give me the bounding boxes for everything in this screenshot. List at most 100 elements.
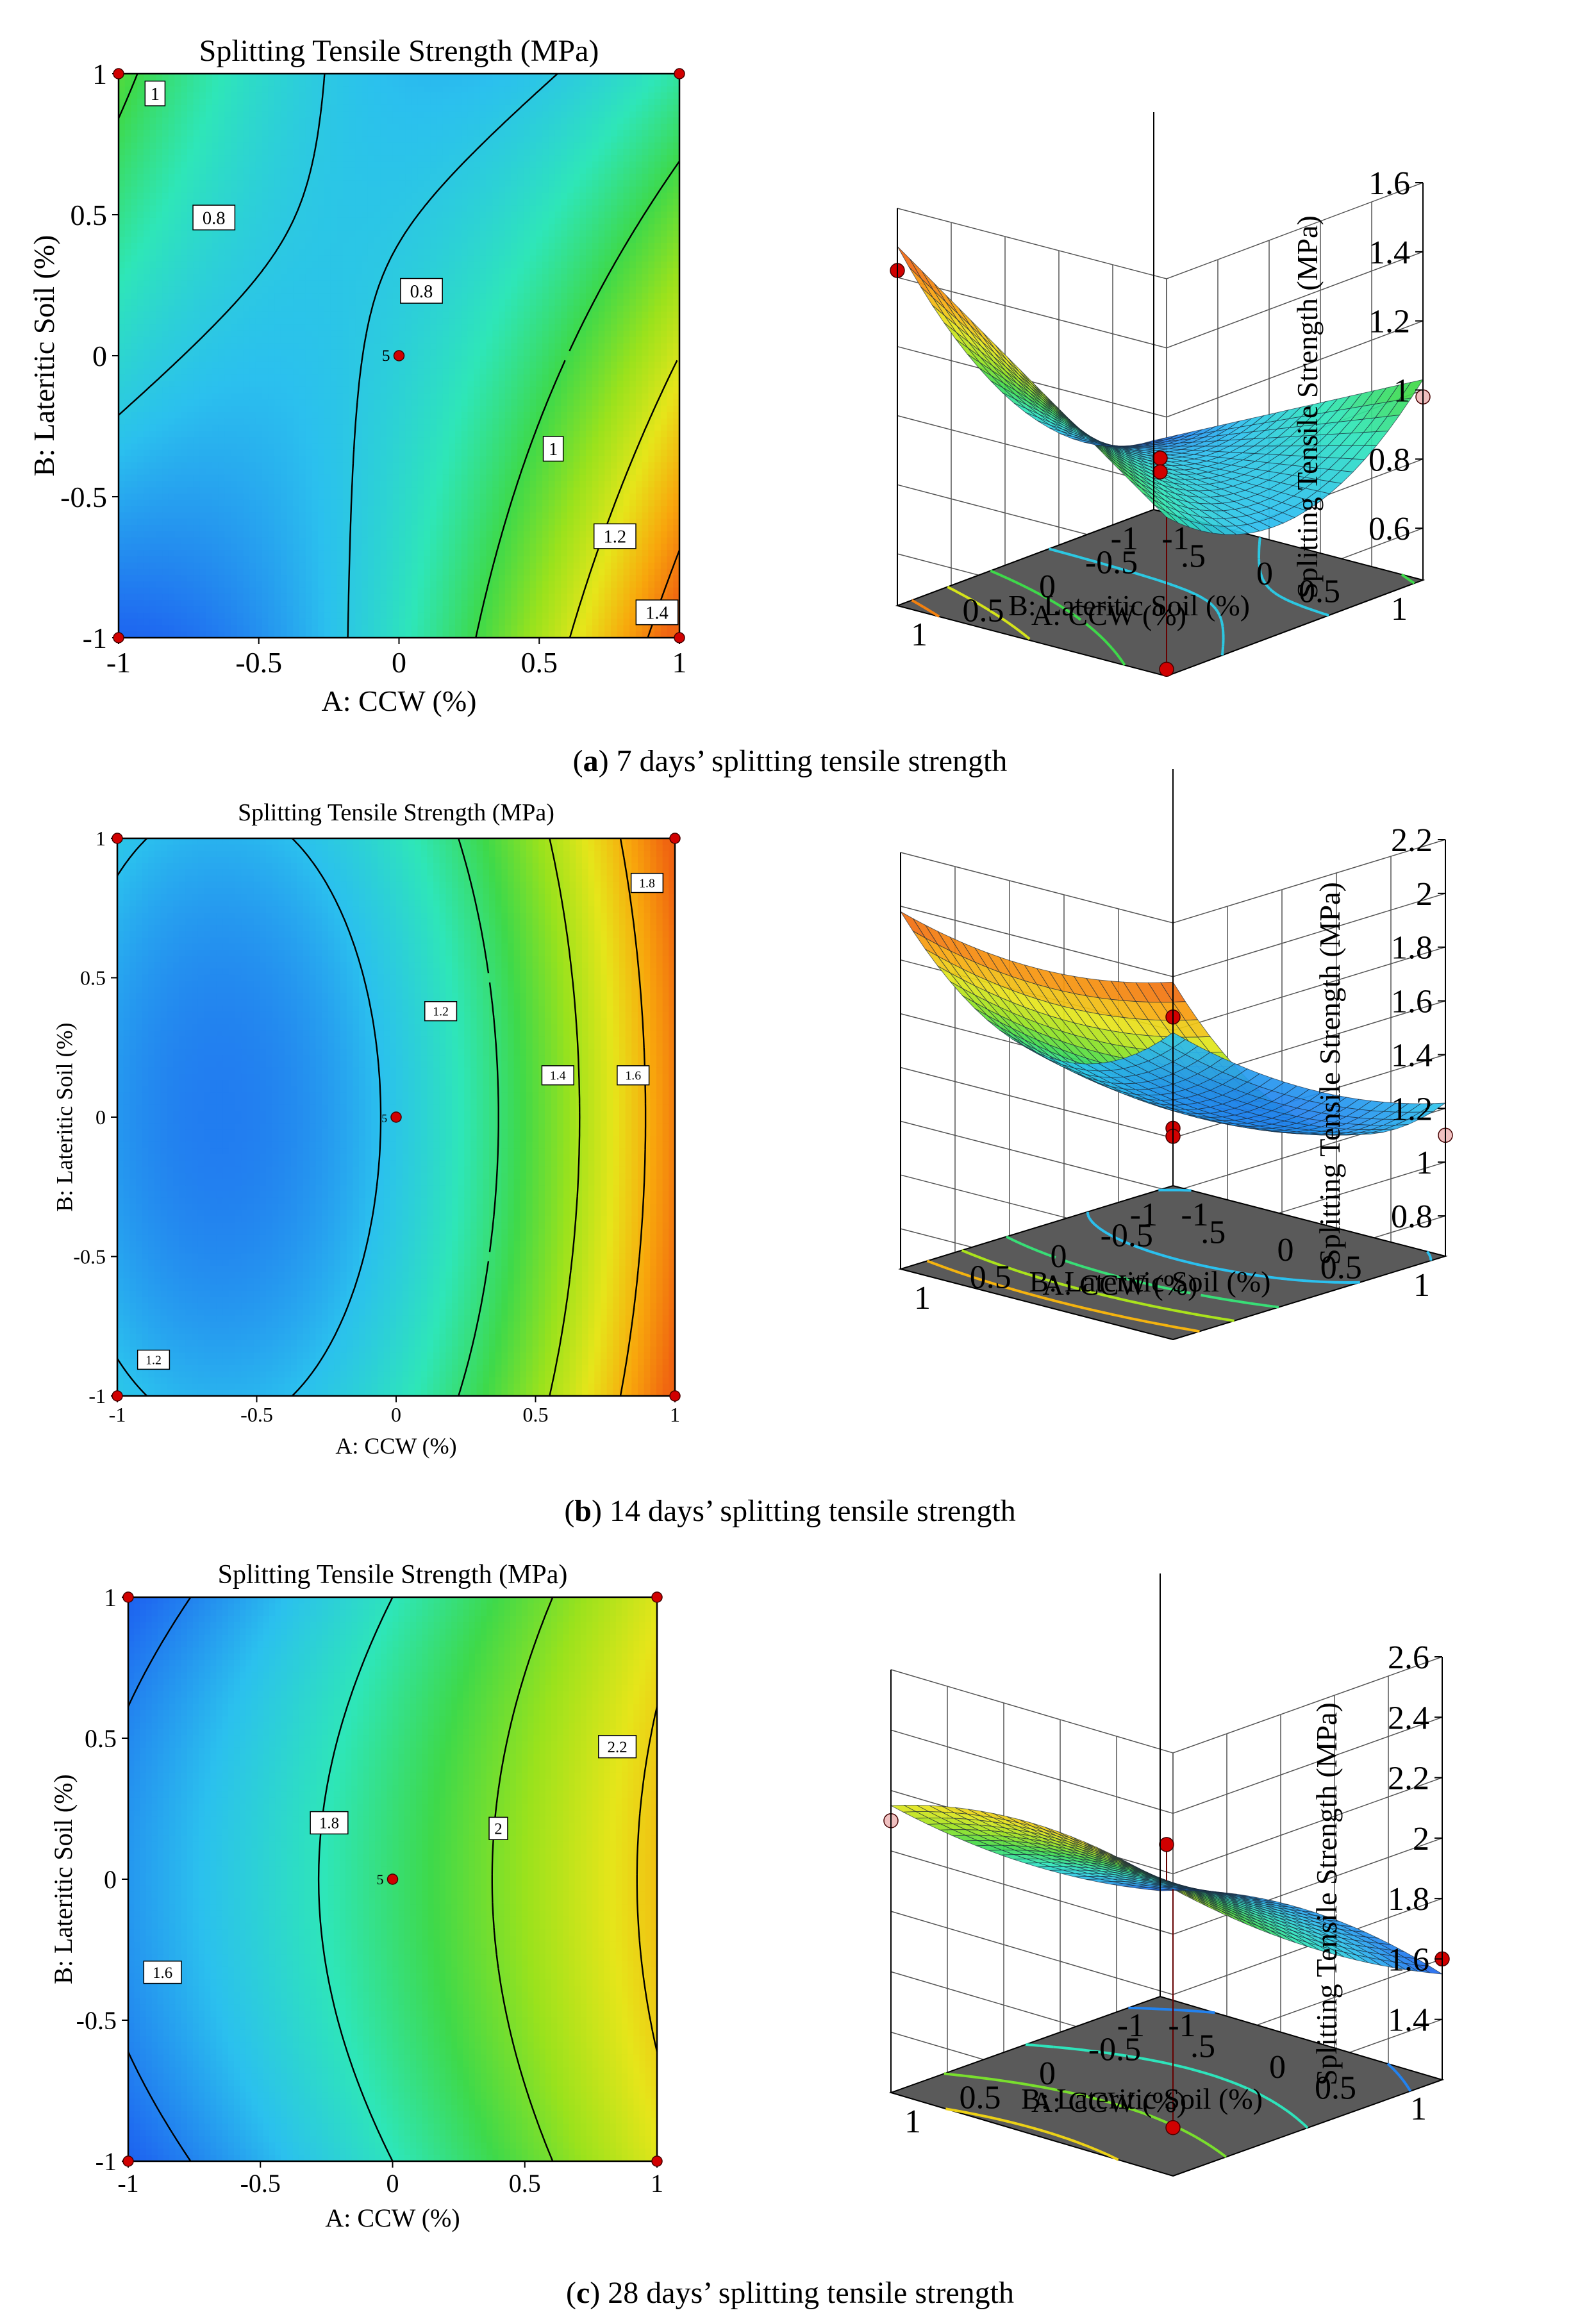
heatmap-cell [181, 381, 188, 388]
heatmap-cell [293, 161, 300, 169]
heatmap-cell [206, 499, 213, 507]
heatmap-cell [411, 418, 419, 426]
heatmap-cell [312, 130, 319, 137]
heatmap-cell [318, 199, 325, 206]
heatmap-cell [436, 581, 444, 588]
heatmap-cell [411, 393, 419, 401]
heatmap-cell [305, 556, 312, 563]
heatmap-cell [455, 581, 462, 588]
heatmap-cell [212, 368, 219, 375]
heatmap-cell [274, 512, 281, 519]
heatmap-cell [424, 449, 431, 457]
heatmap-cell [449, 361, 456, 369]
heatmap-cell [168, 299, 176, 306]
heatmap-cell [174, 92, 181, 99]
heatmap-cell [218, 499, 225, 507]
heatmap-cell [287, 462, 294, 469]
heatmap-cell [355, 581, 362, 588]
heatmap-cell [149, 550, 156, 557]
heatmap-cell [405, 149, 412, 156]
heatmap-cell [305, 237, 312, 244]
heatmap-cell [424, 187, 431, 194]
heatmap-cell [312, 205, 319, 212]
heatmap-cell [262, 224, 269, 231]
heatmap-cell [143, 336, 151, 344]
heatmap-cell [280, 205, 288, 212]
heatmap-cell [387, 192, 394, 200]
heatmap-cell [399, 631, 406, 638]
heatmap-cell [442, 99, 449, 106]
heatmap-cell [305, 531, 312, 538]
heatmap-cell [274, 424, 281, 431]
heatmap-cell [193, 268, 200, 275]
heatmap-cell [337, 167, 344, 175]
heatmap-cell [124, 481, 132, 488]
heatmap-cell [293, 406, 300, 413]
heatmap-cell [212, 412, 219, 419]
heatmap-cell [124, 318, 132, 325]
heatmap-cell [255, 487, 263, 494]
heatmap-cell [237, 155, 244, 162]
heatmap-cell [274, 261, 281, 269]
heatmap-cell [212, 255, 219, 262]
heatmap-cell [268, 556, 275, 563]
heatmap-cell [424, 593, 431, 601]
heatmap-cell [380, 612, 387, 620]
heatmap-cell [212, 74, 219, 81]
heatmap-cell [312, 212, 319, 219]
heatmap-cell [237, 343, 244, 350]
heatmap-cell [174, 481, 181, 488]
heatmap-cell [343, 180, 350, 187]
heatmap-cell [124, 192, 132, 200]
heatmap-cell [312, 243, 319, 250]
heatmap-cell [305, 386, 312, 394]
heatmap-cell [349, 293, 356, 300]
heatmap-cell [337, 431, 344, 438]
heatmap-cell [424, 462, 431, 469]
heatmap-cell [193, 299, 200, 306]
heatmap-cell [392, 562, 400, 570]
heatmap-cell [268, 506, 275, 513]
heatmap-cell [243, 618, 250, 626]
heatmap-cell [312, 499, 319, 507]
heatmap-cell [243, 255, 250, 262]
heatmap-cell [206, 368, 213, 375]
heatmap-cell [312, 104, 319, 112]
heatmap-cell [206, 74, 213, 81]
heatmap-cell [349, 104, 356, 112]
heatmap-cell [293, 506, 300, 513]
heatmap-cell [318, 130, 325, 137]
heatmap-cell [199, 481, 206, 488]
heatmap-cell [367, 469, 375, 476]
heatmap-cell [417, 361, 424, 369]
heatmap-cell [181, 606, 188, 613]
heatmap-cell [287, 481, 294, 488]
heatmap-cell [355, 587, 362, 595]
heatmap-cell [218, 506, 225, 513]
heatmap-cell [137, 612, 144, 620]
heatmap-cell [237, 431, 244, 438]
heatmap-cell [131, 330, 138, 338]
heatmap-cell [268, 74, 275, 81]
heatmap-cell [181, 230, 188, 237]
heatmap-cell [131, 474, 138, 482]
heatmap-cell [387, 187, 394, 194]
heatmap-cell [124, 349, 132, 356]
heatmap-cell [424, 324, 431, 331]
heatmap-cell [268, 149, 275, 156]
heatmap-cell [330, 255, 337, 262]
heatmap-cell [143, 418, 151, 426]
heatmap-cell [411, 462, 419, 469]
heatmap-cell [380, 381, 387, 388]
heatmap-cell [392, 612, 400, 620]
heatmap-cell [367, 167, 375, 175]
heatmap-cell [212, 343, 219, 350]
heatmap-cell [349, 243, 356, 250]
heatmap-cell [274, 161, 281, 169]
heatmap-cell [362, 167, 369, 175]
heatmap-cell [399, 243, 406, 250]
heatmap-cell [168, 593, 176, 601]
heatmap-cell [442, 443, 449, 451]
heatmap-cell [156, 600, 163, 607]
heatmap-cell [299, 625, 306, 632]
